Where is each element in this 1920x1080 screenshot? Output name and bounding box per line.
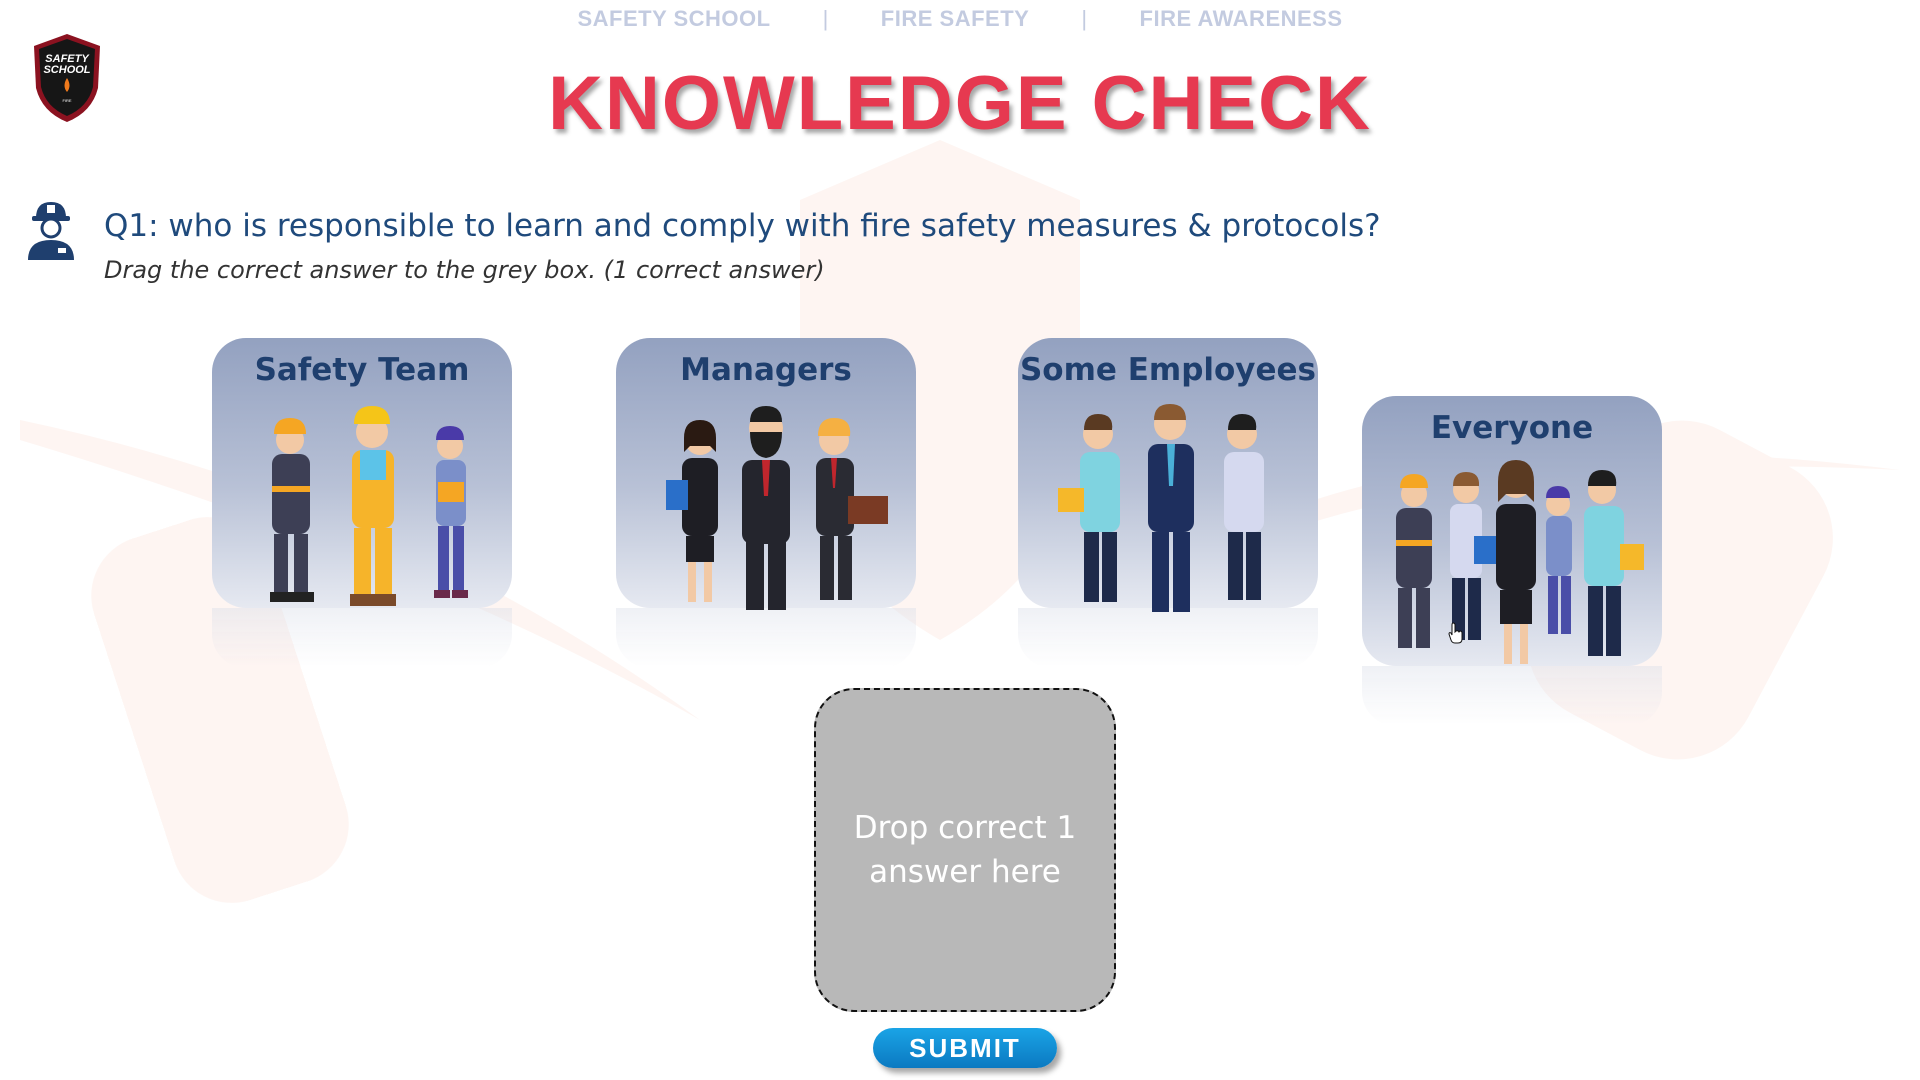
question-instruction: Drag the correct answer to the grey box.… bbox=[104, 256, 825, 284]
hand-cursor-icon bbox=[1448, 622, 1463, 644]
answer-drop-zone[interactable]: Drop correct 1 answer here bbox=[814, 688, 1116, 1012]
answer-label: Some Employees bbox=[1019, 352, 1317, 388]
shield-logo-icon: SAFETY SCHOOL FIRE bbox=[34, 34, 100, 122]
firefighter-avatar-icon bbox=[28, 202, 74, 260]
nav-item-fire-awareness[interactable]: FIRE AWARENESS bbox=[1139, 6, 1343, 31]
employees-people-icon bbox=[1058, 404, 1264, 612]
answer-card-everyone[interactable]: Everyone bbox=[1362, 396, 1662, 666]
submit-button[interactable]: SUBMIT bbox=[873, 1028, 1057, 1068]
top-nav: SAFETY SCHOOL | FIRE SAFETY | FIRE AWARE… bbox=[0, 6, 1920, 32]
logo-text-1: SAFETY bbox=[45, 53, 90, 65]
question-text: Q1: who is responsible to learn and comp… bbox=[104, 208, 1381, 244]
answer-card-some-employees[interactable]: Some Employees bbox=[1018, 338, 1318, 612]
answer-label: Safety Team bbox=[254, 352, 470, 388]
everyone-people-icon bbox=[1396, 460, 1644, 664]
logo-text-3: FIRE bbox=[62, 98, 71, 103]
answer-label: Managers bbox=[680, 352, 852, 388]
logo-text-2: SCHOOL bbox=[43, 64, 90, 76]
card-reflection bbox=[1018, 608, 1318, 668]
nav-separator: | bbox=[1081, 6, 1088, 31]
card-reflection bbox=[1362, 666, 1662, 726]
answer-label: Everyone bbox=[1430, 410, 1594, 446]
page-title: KNOWLEDGE CHECK bbox=[548, 61, 1372, 146]
answer-card-managers[interactable]: Managers bbox=[616, 338, 916, 610]
card-reflection bbox=[616, 608, 916, 668]
managers-people-icon bbox=[666, 406, 888, 610]
drop-zone-text: Drop correct 1 answer here bbox=[853, 810, 1077, 890]
safety-team-people-icon bbox=[270, 406, 468, 606]
answer-card-safety-team[interactable]: Safety Team bbox=[212, 338, 512, 608]
nav-item-safety-school[interactable]: SAFETY SCHOOL bbox=[577, 6, 771, 31]
card-reflection bbox=[212, 608, 512, 668]
nav-item-fire-safety[interactable]: FIRE SAFETY bbox=[880, 6, 1030, 31]
nav-separator: | bbox=[822, 6, 829, 31]
